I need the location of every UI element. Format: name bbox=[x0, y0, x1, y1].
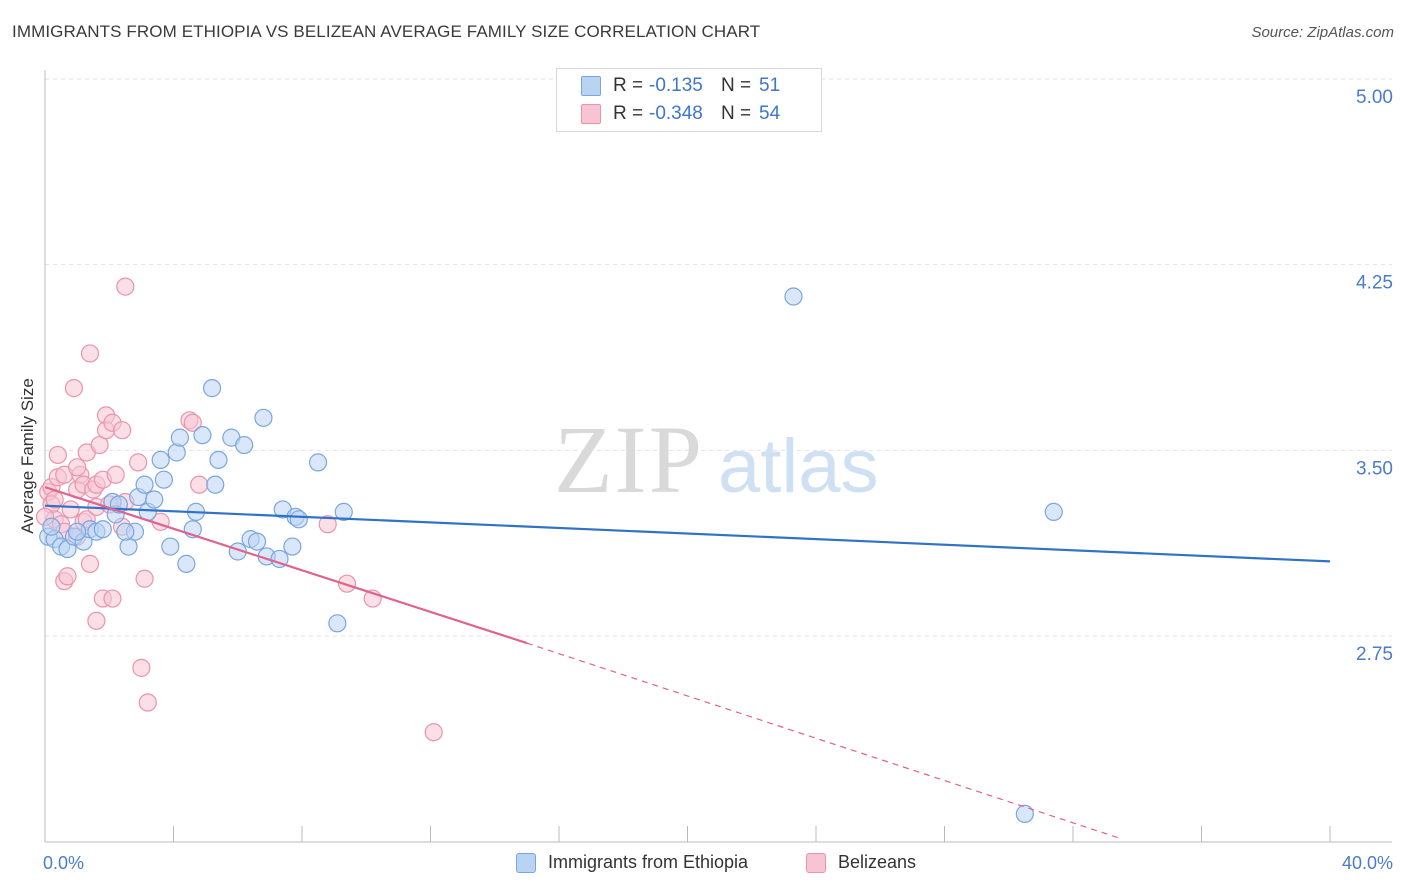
belizeans-point bbox=[80, 344, 100, 363]
ethiopia-point bbox=[154, 470, 173, 489]
watermark: ZIP atlas bbox=[554, 406, 879, 513]
ethiopia-point bbox=[116, 522, 135, 541]
n-label: N = bbox=[721, 75, 752, 96]
legend-row-belizeans: R = -0.348 N = 54 bbox=[581, 101, 780, 127]
y-tick-labels: 2.75 3.50 4.25 5.00 bbox=[1356, 87, 1393, 665]
ethiopia-point bbox=[334, 502, 353, 521]
ethiopia-point bbox=[151, 450, 170, 470]
y-axis-label: Average Family Size bbox=[18, 378, 37, 534]
series-legend: Immigrants from Ethiopia Belizeans bbox=[0, 852, 1406, 878]
belizeans-point bbox=[64, 379, 84, 398]
belizeans-trend-line bbox=[44, 486, 528, 645]
belizeans-point bbox=[61, 500, 80, 519]
belizeans-legend-swatch bbox=[806, 852, 826, 873]
y-tick-label: 5.00 bbox=[1356, 87, 1393, 108]
r-label: R = bbox=[613, 75, 644, 96]
ethiopia-point bbox=[145, 490, 164, 509]
ethiopia-point bbox=[193, 426, 212, 445]
belizeans-point bbox=[80, 554, 100, 573]
ethiopia-point bbox=[209, 450, 228, 470]
ethiopia-swatch bbox=[581, 76, 601, 96]
ethiopia-point bbox=[289, 510, 308, 529]
ethiopia-point bbox=[283, 537, 302, 556]
y-tick-label: 3.50 bbox=[1356, 458, 1393, 479]
watermark-atlas: atlas bbox=[718, 424, 879, 509]
belizeans-point bbox=[58, 567, 77, 586]
axes bbox=[44, 70, 1392, 843]
ethiopia-point bbox=[177, 554, 196, 573]
belizeans-point bbox=[138, 693, 157, 712]
x-tick-label-max: 40.0% bbox=[1342, 853, 1393, 873]
belizeans-point bbox=[132, 658, 151, 677]
belizeans-point bbox=[129, 453, 148, 472]
trend-lines bbox=[44, 486, 1331, 840]
belizeans-point bbox=[116, 277, 135, 296]
source-label: Source: ZipAtlas.com bbox=[1251, 24, 1394, 41]
legend-row-ethiopia: R = -0.135 N = 51 bbox=[581, 73, 780, 99]
correlation-legend: R = -0.135 N = 51 R = -0.348 N = 54 bbox=[556, 68, 822, 132]
belizeans-point bbox=[424, 723, 443, 742]
watermark-zip: ZIP bbox=[554, 406, 704, 513]
belizeans-point bbox=[190, 475, 209, 494]
ethiopia-points bbox=[39, 287, 1063, 824]
r-label: R = bbox=[613, 103, 644, 124]
ethiopia-trend-line bbox=[44, 504, 1331, 563]
legend-label-belizeans: Belizeans bbox=[838, 852, 917, 872]
belizeans-point bbox=[48, 445, 67, 465]
belizeans-point bbox=[106, 465, 125, 484]
n-value: 54 bbox=[759, 103, 781, 124]
belizeans-point bbox=[318, 515, 337, 534]
ethiopia-point bbox=[161, 537, 180, 556]
belizeans-point bbox=[183, 413, 202, 432]
ethiopia-point bbox=[1015, 804, 1034, 824]
belizeans-swatch bbox=[581, 104, 601, 124]
ethiopia-point bbox=[308, 453, 328, 472]
ethiopia-point bbox=[42, 517, 61, 536]
ethiopia-point bbox=[135, 475, 154, 494]
belizeans-point bbox=[337, 574, 357, 593]
ethiopia-point bbox=[784, 287, 803, 306]
ethiopia-point bbox=[328, 614, 347, 633]
gridlines bbox=[45, 78, 1392, 637]
belizeans-point bbox=[68, 458, 87, 477]
legend-item-belizeans[interactable]: Belizeans bbox=[806, 852, 916, 873]
y-tick-label: 2.75 bbox=[1356, 644, 1393, 665]
ethiopia-point bbox=[1044, 502, 1063, 521]
belizeans-point bbox=[112, 421, 132, 440]
legend-label-ethiopia: Immigrants from Ethiopia bbox=[548, 852, 749, 872]
belizeans-points bbox=[35, 277, 443, 742]
belizeans-point bbox=[135, 569, 154, 588]
belizeans-point bbox=[103, 589, 122, 608]
ethiopia-point bbox=[68, 522, 87, 541]
n-value: 51 bbox=[759, 75, 781, 96]
ethiopia-point bbox=[170, 428, 190, 447]
legend-item-ethiopia[interactable]: Immigrants from Ethiopia bbox=[516, 852, 748, 873]
ethiopia-point bbox=[202, 379, 222, 398]
ethiopia-point bbox=[254, 408, 273, 427]
chart-title: IMMIGRANTS FROM ETHIOPIA VS BELIZEAN AVE… bbox=[12, 22, 761, 41]
ethiopia-legend-swatch bbox=[516, 852, 536, 873]
ethiopia-point bbox=[93, 520, 112, 539]
x-tick-labels: 0.0% 40.0% bbox=[43, 853, 1393, 873]
n-label: N = bbox=[721, 103, 752, 124]
y-tick-label: 4.25 bbox=[1356, 273, 1393, 294]
r-value: -0.135 bbox=[649, 75, 703, 96]
r-value: -0.348 bbox=[649, 103, 703, 124]
ethiopia-point bbox=[167, 443, 186, 462]
ethiopia-point bbox=[235, 435, 254, 455]
ethiopia-point bbox=[270, 549, 289, 569]
belizeans-trend-extension bbox=[526, 642, 1122, 840]
ethiopia-point bbox=[206, 475, 225, 494]
ethiopia-point bbox=[247, 532, 267, 551]
x-tick-label-min: 0.0% bbox=[43, 853, 84, 873]
belizeans-point bbox=[87, 611, 106, 630]
